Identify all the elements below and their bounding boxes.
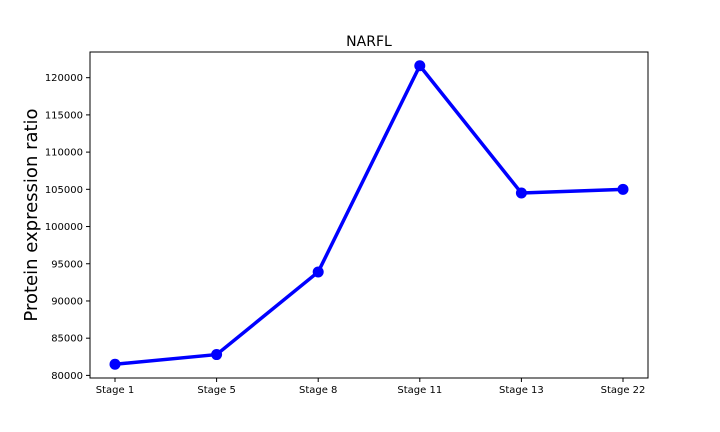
data-point bbox=[312, 266, 324, 278]
y-tick-label: 110000 bbox=[45, 148, 83, 159]
x-tick-label: Stage 13 bbox=[499, 385, 544, 396]
plot-area: 80000 85000 90000 95000 100000 105000 110000 11… bbox=[45, 60, 646, 396]
y-tick-label: 120000 bbox=[45, 73, 83, 84]
x-tick-label: Stage 5 bbox=[197, 385, 235, 396]
data-point bbox=[109, 358, 121, 370]
data-point bbox=[414, 60, 426, 72]
y-tick-label: 105000 bbox=[45, 185, 83, 196]
y-tick-label: 85000 bbox=[51, 334, 83, 345]
chart-title: NARFL bbox=[346, 34, 392, 50]
data-point bbox=[515, 187, 527, 199]
plot-frame bbox=[89, 51, 649, 379]
x-tick-label: Stage 1 bbox=[96, 385, 134, 396]
y-tick-label: 100000 bbox=[45, 222, 83, 233]
y-tick-label: 80000 bbox=[51, 371, 83, 382]
y-axis-label: Protein expression ratio bbox=[21, 108, 42, 321]
y-tick-label: 95000 bbox=[51, 259, 83, 270]
x-tick-label: Stage 8 bbox=[299, 385, 337, 396]
y-tick-label: 115000 bbox=[45, 110, 83, 121]
data-point bbox=[211, 349, 223, 361]
x-tick-label: Stage 11 bbox=[397, 385, 442, 396]
data-point bbox=[617, 183, 629, 195]
series-line bbox=[113, 64, 625, 366]
y-tick-label: 90000 bbox=[51, 296, 83, 307]
x-tick-label: Stage 22 bbox=[601, 385, 646, 396]
